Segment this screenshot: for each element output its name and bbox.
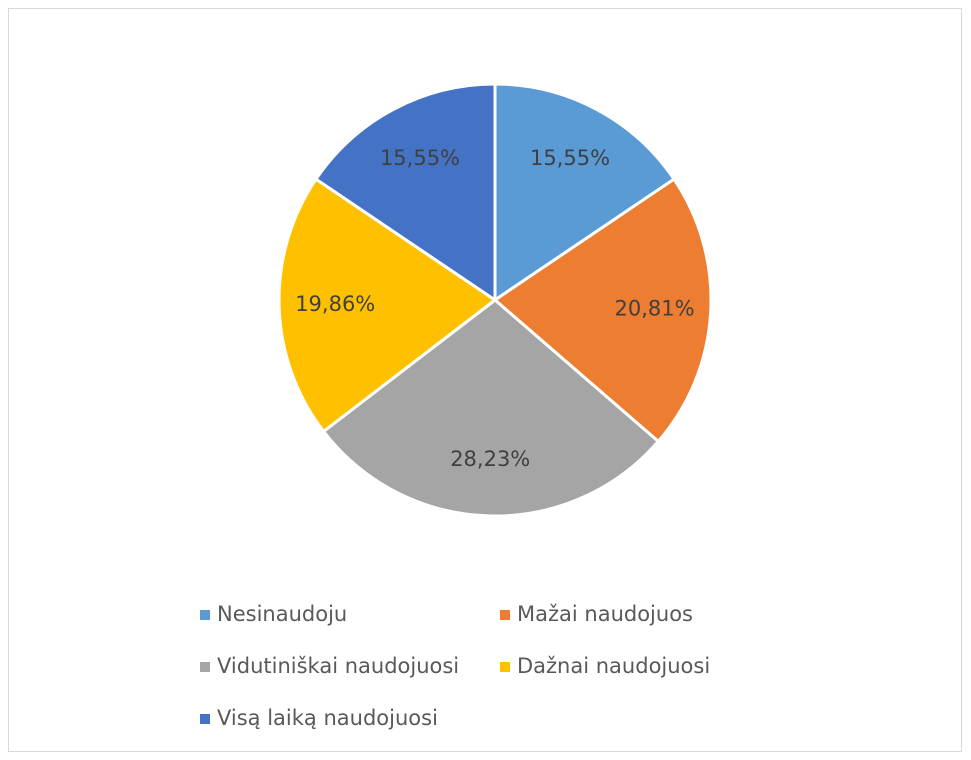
legend-marker [500,662,510,672]
legend-label: Visą laiką naudojuosi [217,706,438,730]
data-label: 28,23% [450,447,530,471]
pie-slice [492,177,713,444]
legend-marker [200,662,210,672]
data-label: 19,86% [295,292,375,316]
data-label: 15,55% [530,146,610,170]
pie-slice [321,298,661,518]
data-label: 20,81% [615,297,695,321]
legend-marker [200,610,210,620]
pie-slice [493,82,677,303]
legend-label: Dažnai naudojuosi [517,654,710,678]
legend-label: Mažai naudojuos [517,602,693,626]
legend-marker [500,610,510,620]
legend-marker [200,714,210,724]
pie-slice [313,82,497,303]
pie-slice [277,177,498,434]
data-label: 15,55% [380,146,460,170]
legend-label: Vidutiniškai naudojuosi [217,654,459,678]
legend-label: Nesinaudoju [217,602,347,626]
